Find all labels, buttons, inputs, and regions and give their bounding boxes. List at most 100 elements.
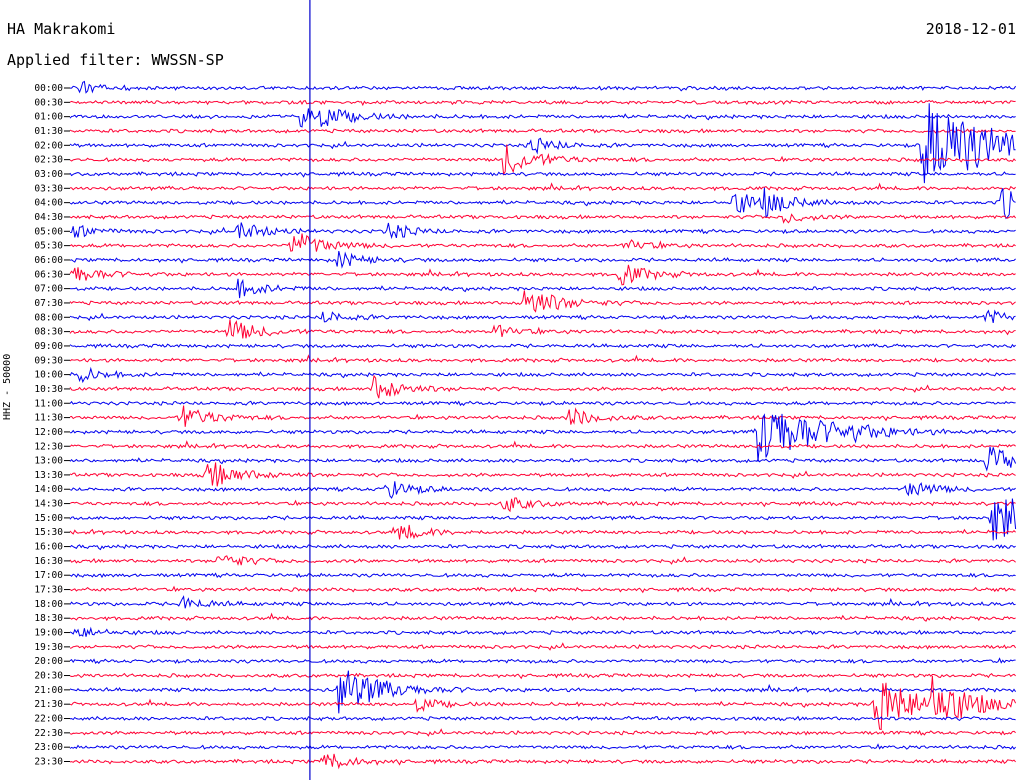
trace-row-1000 xyxy=(69,366,1016,384)
row-time-label: 18:30 xyxy=(34,613,63,624)
row-time-label: 07:30 xyxy=(34,298,63,309)
row-time-label: 11:00 xyxy=(34,398,63,409)
row-time-label: 07:00 xyxy=(34,284,63,295)
trace-row-1030 xyxy=(69,374,1016,399)
trace-row-0500 xyxy=(69,222,1016,240)
row-time-label: 22:00 xyxy=(34,714,63,725)
row-time-label: 14:00 xyxy=(34,484,63,495)
trace-row-1900 xyxy=(69,626,1016,637)
trace-row-1200 xyxy=(69,413,1016,462)
trace-row-2330 xyxy=(69,753,1016,770)
trace-row-0900 xyxy=(69,343,1016,349)
trace-row-1600 xyxy=(69,543,1016,551)
row-time-label: 09:00 xyxy=(34,341,63,352)
trace-row-0030 xyxy=(69,99,1016,107)
row-time-label: 01:30 xyxy=(34,126,63,137)
row-time-label: 19:30 xyxy=(34,642,63,653)
row-time-label: 16:30 xyxy=(34,556,63,567)
row-time-label: 05:00 xyxy=(34,226,63,237)
trace-row-0430 xyxy=(69,213,1016,224)
row-time-label: 08:00 xyxy=(34,312,63,323)
trace-row-2230 xyxy=(69,728,1016,737)
row-time-label: 22:30 xyxy=(34,728,63,739)
row-time-label: 04:00 xyxy=(34,198,63,209)
trace-row-0400 xyxy=(69,187,1016,220)
trace-row-1700 xyxy=(69,572,1016,579)
row-time-label: 13:00 xyxy=(34,456,63,467)
trace-row-1100 xyxy=(69,400,1016,407)
trace-row-1430 xyxy=(69,497,1016,513)
row-time-label: 06:00 xyxy=(34,255,63,266)
row-time-label: 15:00 xyxy=(34,513,63,524)
row-time-label: 10:30 xyxy=(34,384,63,395)
row-time-label: 21:00 xyxy=(34,685,63,696)
trace-row-1500 xyxy=(69,498,1017,541)
trace-row-1800 xyxy=(69,595,1016,609)
station-title: HA Makrakomi xyxy=(7,20,116,38)
trace-row-1830 xyxy=(69,612,1016,622)
trace-row-0730 xyxy=(69,290,1016,313)
trace-row-0800 xyxy=(69,309,1016,324)
row-time-label: 02:00 xyxy=(34,140,63,151)
trace-row-0600 xyxy=(69,250,1016,269)
trace-row-2130 xyxy=(69,675,1017,731)
trace-row-1630 xyxy=(69,555,1016,566)
trace-row-2100 xyxy=(69,670,1017,714)
trace-row-2030 xyxy=(69,672,1016,680)
row-time-label: 18:00 xyxy=(34,599,63,610)
row-time-label: 10:00 xyxy=(34,370,63,381)
trace-row-0230 xyxy=(69,144,1016,176)
row-time-label: 04:30 xyxy=(34,212,63,223)
row-time-label: 17:00 xyxy=(34,570,63,581)
row-time-label: 05:30 xyxy=(34,241,63,252)
date-label: 2018-12-01 xyxy=(925,20,1016,38)
row-time-label: 02:30 xyxy=(34,155,63,166)
trace-row-0130 xyxy=(69,128,1016,134)
trace-row-0530 xyxy=(69,233,1016,252)
trace-row-0000 xyxy=(70,80,1017,94)
trace-row-1530 xyxy=(69,524,1016,540)
row-time-label: 20:30 xyxy=(34,671,63,682)
trace-row-1400 xyxy=(69,481,1016,499)
trace-row-1230 xyxy=(69,440,1016,450)
trace-row-0300 xyxy=(69,171,1016,178)
trace-row-0700 xyxy=(69,278,1016,299)
row-time-label: 06:30 xyxy=(34,269,63,280)
trace-row-2300 xyxy=(69,743,1016,750)
trace-row-1130 xyxy=(69,405,1017,427)
trace-row-0200 xyxy=(69,103,1016,184)
trace-row-2000 xyxy=(69,657,1016,664)
row-time-label: 09:30 xyxy=(34,355,63,366)
row-time-label: 03:00 xyxy=(34,169,63,180)
row-time-label: 23:30 xyxy=(34,757,63,768)
row-time-label: 17:30 xyxy=(34,585,63,596)
row-time-label: 15:30 xyxy=(34,527,63,538)
trace-row-1730 xyxy=(69,585,1016,594)
row-time-label: 14:30 xyxy=(34,499,63,510)
trace-row-0930 xyxy=(69,354,1016,364)
trace-row-0830 xyxy=(69,319,1016,339)
row-time-label: 16:00 xyxy=(34,542,63,553)
row-time-label: 01:00 xyxy=(34,112,63,123)
row-time-label: 20:00 xyxy=(34,656,63,667)
row-time-label: 08:30 xyxy=(34,327,63,338)
row-time-label: 12:30 xyxy=(34,441,63,452)
trace-row-0100 xyxy=(69,108,1016,128)
trace-row-2200 xyxy=(69,715,1016,722)
row-time-label: 19:00 xyxy=(34,628,63,639)
trace-row-0630 xyxy=(69,264,1016,286)
trace-row-0330 xyxy=(69,182,1016,192)
row-time-label: 00:00 xyxy=(34,83,63,94)
row-time-label: 00:30 xyxy=(34,97,63,108)
row-time-label: 13:30 xyxy=(34,470,63,481)
trace-row-1930 xyxy=(69,642,1017,651)
filter-subtitle: Applied filter: WWSSN-SP xyxy=(7,51,224,69)
row-time-label: 12:00 xyxy=(34,427,63,438)
row-time-label: 03:30 xyxy=(34,183,63,194)
trace-row-1330 xyxy=(69,462,1016,487)
row-time-label: 21:30 xyxy=(34,699,63,710)
row-time-label: 23:00 xyxy=(34,742,63,753)
trace-row-1300 xyxy=(69,446,1017,472)
row-time-label: 11:30 xyxy=(34,413,63,424)
